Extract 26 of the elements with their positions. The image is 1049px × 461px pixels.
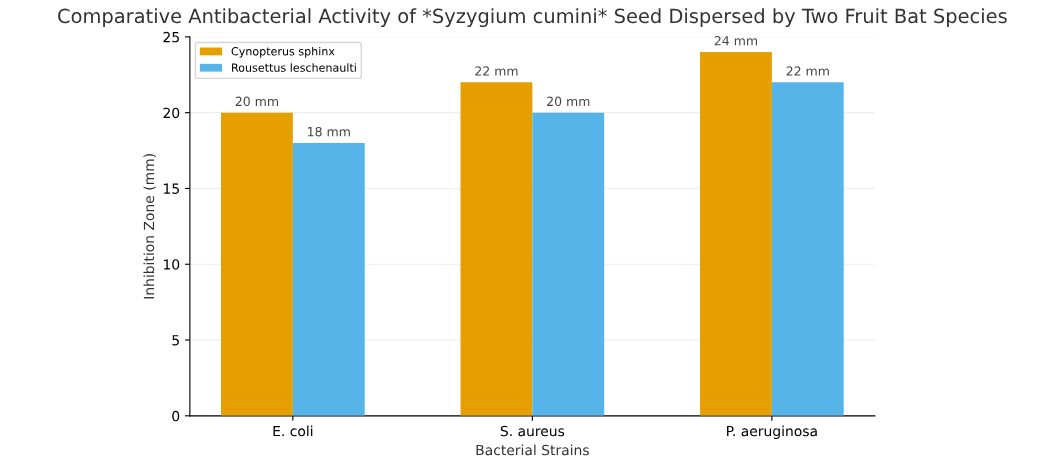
- x-tick-label: S. aureus: [500, 425, 565, 437]
- data-label: 20 mm: [547, 96, 590, 107]
- data-label: 22 mm: [475, 66, 518, 76]
- bar: [771, 82, 844, 416]
- y-tick-label: 0: [172, 410, 180, 422]
- data-label: 24 mm: [714, 35, 758, 46]
- bar: [532, 112, 605, 416]
- x-tick-label: P. aeruginosa: [727, 425, 817, 439]
- legend-label: Rousettus leschenaulti: [232, 63, 356, 72]
- legend-label: Cynopterus sphinx: [231, 46, 335, 58]
- y-tick-label: 5: [172, 335, 179, 346]
- x-tick-label: E. coli: [273, 425, 313, 437]
- chart-title: Comparative Antibacterial Activity of *Syzygium cumini* Seed Dispersed by Two Fruit Bat Species: [58, 8, 1007, 28]
- data-label: 18 mm: [308, 126, 350, 137]
- y-tick-label: 15: [164, 183, 179, 194]
- bar: [292, 142, 365, 416]
- y-axis-title: Inhibition Zone (mm): [143, 154, 156, 299]
- bar: [460, 82, 533, 416]
- y-tick-label: 10: [164, 259, 180, 270]
- data-label: 22 mm: [786, 66, 829, 76]
- x-axis-title: Bacterial Strains: [476, 444, 589, 456]
- y-tick-label: 20: [163, 107, 180, 119]
- bar: [700, 52, 772, 416]
- data-label: 20 mm: [235, 96, 278, 107]
- bar: [221, 112, 293, 416]
- y-tick-label: 25: [163, 31, 179, 43]
